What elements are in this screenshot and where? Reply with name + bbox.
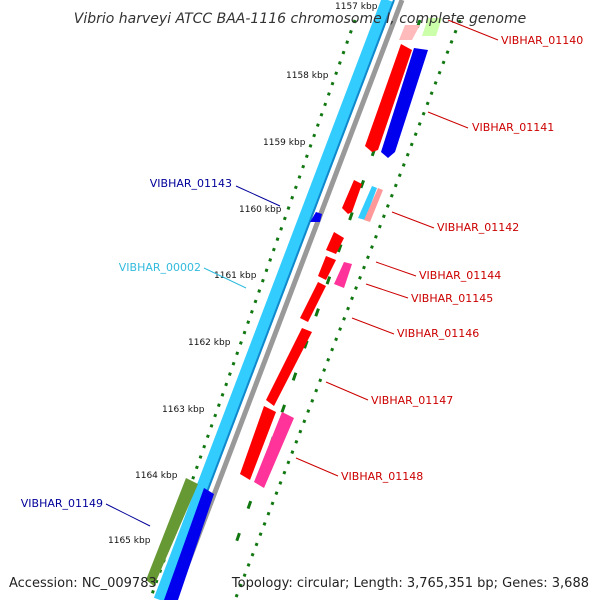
- gene-label-01146[interactable]: VIBHAR_01146: [397, 327, 479, 340]
- leader-01141: [427, 111, 469, 129]
- gene-label-01144[interactable]: VIBHAR_01144: [419, 269, 501, 282]
- tick-label-1159: 1159 kbp: [263, 138, 306, 148]
- leader-01149: [105, 503, 151, 527]
- gene-01141-bar[interactable]: [365, 44, 428, 158]
- tick-label-1163: 1163 kbp: [162, 405, 205, 415]
- gene-label-01145[interactable]: VIBHAR_01145: [411, 292, 493, 305]
- gene-label-01143[interactable]: VIBHAR_01143: [150, 177, 232, 190]
- tick-label-1162: 1162 kbp: [188, 338, 231, 348]
- gene-label-01148[interactable]: VIBHAR_01148: [341, 470, 423, 483]
- gene-01144-bar[interactable]: [318, 232, 344, 280]
- tick-label-1165: 1165 kbp: [108, 536, 151, 546]
- leader-01142: [391, 211, 435, 229]
- gene-01146-bar[interactable]: [300, 282, 326, 322]
- gene-01145-bar[interactable]: [334, 262, 352, 288]
- backbone-gray: [171, 0, 405, 600]
- gene-label-01141[interactable]: VIBHAR_01141: [472, 121, 554, 134]
- leader-01143: [235, 185, 281, 207]
- leader-01147: [325, 381, 369, 401]
- gene-label-01149[interactable]: VIBHAR_01149: [21, 497, 103, 510]
- gene-01143-bar[interactable]: [310, 212, 322, 222]
- gene-01148-bar[interactable]: [240, 406, 294, 488]
- map-title: Vibrio harveyi ATCC BAA-1116 chromosome …: [74, 11, 526, 27]
- gene-01142-bar[interactable]: [342, 180, 383, 222]
- backbone-cyan: [153, 0, 395, 600]
- leader-01145: [365, 283, 409, 299]
- tick-label-1157: 1157 kbp: [335, 2, 378, 12]
- leader-00002: [203, 267, 247, 289]
- leader-01140: [447, 19, 499, 41]
- tick-label-1161: 1161 kbp: [214, 271, 257, 281]
- gene-label-01147[interactable]: VIBHAR_01147: [371, 394, 453, 407]
- accession-text: Accession: NC_009783: [9, 576, 157, 591]
- gene-label-01140[interactable]: VIBHAR_01140: [501, 34, 583, 47]
- gene-01140-bar[interactable]: [399, 18, 442, 40]
- tick-label-1158: 1158 kbp: [286, 71, 329, 81]
- leader-01148: [295, 457, 339, 477]
- gene-label-01142[interactable]: VIBHAR_01142: [437, 221, 519, 234]
- tick-label-1160: 1160 kbp: [239, 205, 282, 215]
- tick-label-1164: 1164 kbp: [135, 471, 178, 481]
- gene-01149-bar[interactable]: [146, 478, 214, 600]
- topology-text: Topology: circular; Length: 3,765,351 bp…: [231, 576, 589, 591]
- gene-label-00002[interactable]: VIBHAR_00002: [119, 261, 201, 274]
- inner-dotted-ring: [233, 19, 462, 600]
- leader-01146: [351, 317, 395, 335]
- leader-01144: [375, 261, 417, 277]
- gene-01147-bar[interactable]: [266, 328, 312, 406]
